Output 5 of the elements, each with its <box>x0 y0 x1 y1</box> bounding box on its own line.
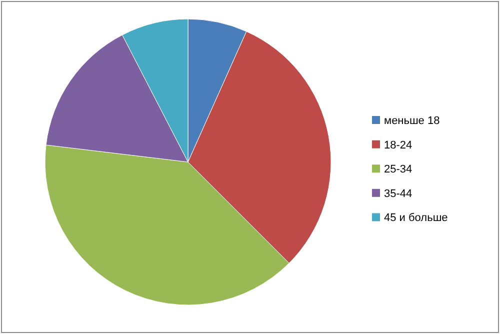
legend-label: 35-44 <box>384 188 412 200</box>
legend-label: 25-34 <box>384 164 412 176</box>
legend-label: 18-24 <box>384 139 412 152</box>
legend-label: 45 и больше <box>384 212 448 224</box>
legend-label: меньше 18 <box>384 115 440 127</box>
